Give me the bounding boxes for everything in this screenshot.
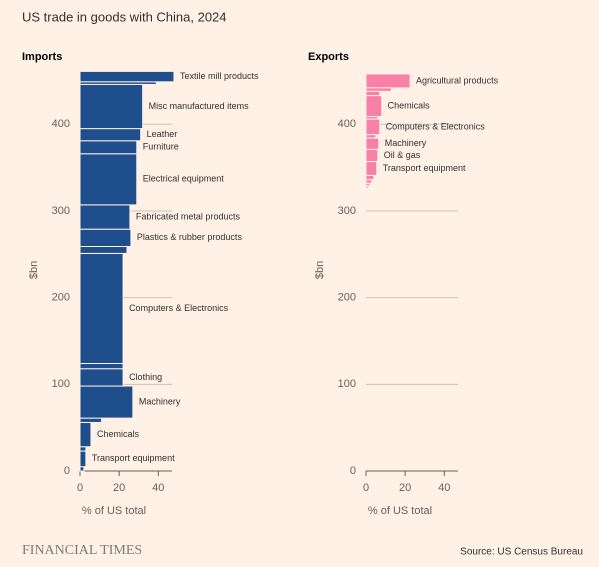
bar-label: Machinery	[139, 396, 181, 406]
bar	[79, 204, 131, 230]
bar	[79, 128, 142, 142]
bar	[365, 174, 375, 181]
bar-label: Machinery	[385, 138, 427, 148]
y-tick-label: 0	[64, 465, 70, 477]
y-tick-label: 200	[52, 292, 70, 304]
bar-label: Misc manufactured items	[149, 101, 250, 111]
bar	[79, 228, 132, 247]
bar	[79, 466, 85, 472]
bar-label: Furniture	[143, 142, 179, 152]
bar-label: Clothing	[129, 372, 162, 382]
bar	[79, 252, 124, 365]
bar-label: Electrical equipment	[143, 174, 225, 184]
bar	[79, 385, 134, 419]
bar	[79, 368, 124, 387]
bar	[365, 185, 369, 189]
brand: FINANCIAL TIMES	[22, 543, 142, 558]
y-tick-label: 200	[338, 292, 356, 304]
bar-label: Transport equipment	[383, 163, 466, 173]
y-tick-label: 100	[338, 378, 356, 390]
bar	[365, 90, 381, 97]
x-axis-label: % of US total	[368, 505, 432, 517]
bar	[79, 83, 144, 130]
bar	[79, 363, 124, 370]
bar-label: Oil & gas	[384, 150, 421, 160]
x-tick-label: 20	[113, 482, 125, 494]
bar	[365, 87, 392, 92]
bar-label: Computers & Electronics	[129, 303, 229, 313]
bar	[79, 446, 87, 452]
bar-label: Agricultural products	[416, 75, 499, 85]
bar	[365, 137, 380, 150]
y-tick-label: 400	[338, 118, 356, 130]
bar-label: Transport equipment	[92, 453, 175, 463]
y-axis-label: $bn	[28, 261, 40, 279]
bar	[79, 421, 92, 448]
x-axis-label: % of US total	[82, 505, 146, 517]
bar-label: Leather	[147, 129, 178, 139]
panel-title: Imports	[22, 51, 62, 63]
bar	[365, 118, 381, 136]
bar-label: Chemicals	[97, 429, 140, 439]
x-tick-label: 40	[152, 482, 164, 494]
bar-label: Chemicals	[388, 100, 431, 110]
x-tick-label: 40	[438, 482, 450, 494]
bar	[365, 134, 377, 139]
bar-label: Plastics & rubber products	[137, 232, 243, 242]
bar	[79, 140, 138, 155]
bar	[79, 153, 138, 206]
bar-label: Computers & Electronics	[386, 121, 486, 131]
bar	[79, 70, 175, 83]
bar	[365, 95, 383, 117]
source: Source: US Census Bureau	[460, 547, 583, 558]
bar	[79, 245, 128, 254]
page-title: US trade in goods with China, 2024	[22, 9, 227, 24]
bar	[365, 73, 411, 89]
y-tick-label: 300	[338, 205, 356, 217]
bar	[365, 161, 378, 176]
x-tick-label: 0	[77, 482, 83, 494]
y-tick-label: 400	[52, 118, 70, 130]
x-tick-label: 20	[399, 482, 411, 494]
y-axis-label: $bn	[314, 261, 326, 279]
bar-label: Textile mill products	[180, 71, 259, 81]
bar	[365, 148, 379, 163]
panel-title: Exports	[308, 51, 349, 63]
bar	[365, 179, 373, 184]
bar	[79, 417, 103, 423]
y-tick-label: 0	[350, 465, 356, 477]
y-tick-label: 100	[52, 378, 70, 390]
bar	[79, 450, 87, 468]
y-tick-label: 300	[52, 205, 70, 217]
bar-label: Fabricated metal products	[136, 211, 241, 221]
x-tick-label: 0	[363, 482, 369, 494]
